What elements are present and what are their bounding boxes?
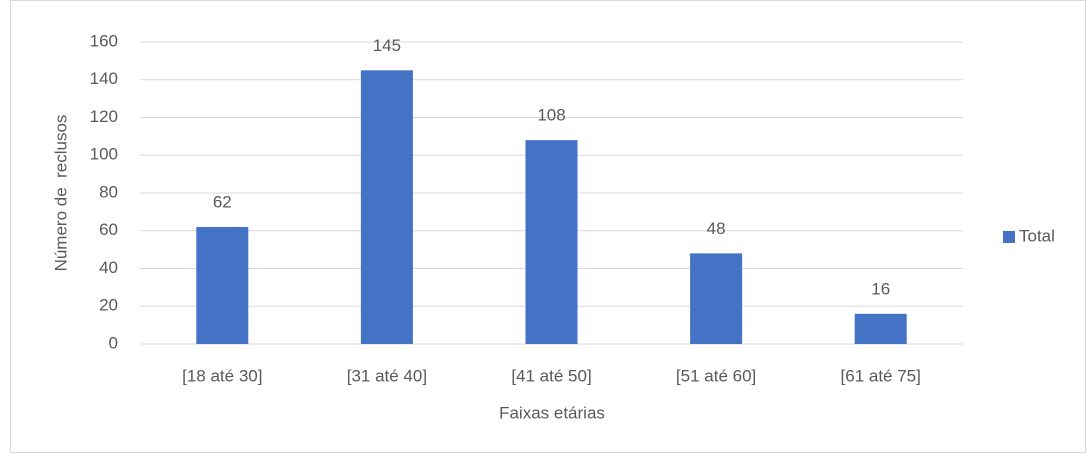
y-tick-label: 60 (99, 220, 118, 239)
x-tick-label: [31 até 40] (347, 366, 427, 385)
x-tick-label: [61 até 75] (841, 366, 921, 385)
y-tick-label: 160 (90, 31, 118, 50)
y-tick-label: 120 (90, 107, 118, 126)
y-tick-label: 0 (109, 333, 118, 352)
data-label: 62 (213, 192, 232, 211)
x-axis-label: Faixas etárias (499, 403, 605, 422)
bar (360, 70, 413, 344)
legend-swatch (1003, 231, 1015, 243)
bar (690, 253, 743, 344)
data-label: 145 (373, 36, 401, 55)
y-axis-label: Número de reclusos (51, 115, 70, 272)
y-tick-label: 140 (90, 69, 118, 88)
y-tick-label: 20 (99, 296, 118, 315)
bar (196, 226, 249, 344)
data-label: 108 (537, 106, 565, 125)
x-tick-label: [51 até 60] (676, 366, 756, 385)
data-label: 48 (707, 219, 726, 238)
bar (854, 313, 907, 344)
y-tick-label: 80 (99, 182, 118, 201)
legend-label: Total (1019, 226, 1055, 245)
x-tick-label: [18 até 30] (182, 366, 262, 385)
data-label: 16 (871, 279, 890, 298)
y-tick-label: 100 (90, 145, 118, 164)
bar (525, 140, 578, 344)
y-tick-label: 40 (99, 258, 118, 277)
x-tick-label: [41 até 50] (511, 366, 591, 385)
